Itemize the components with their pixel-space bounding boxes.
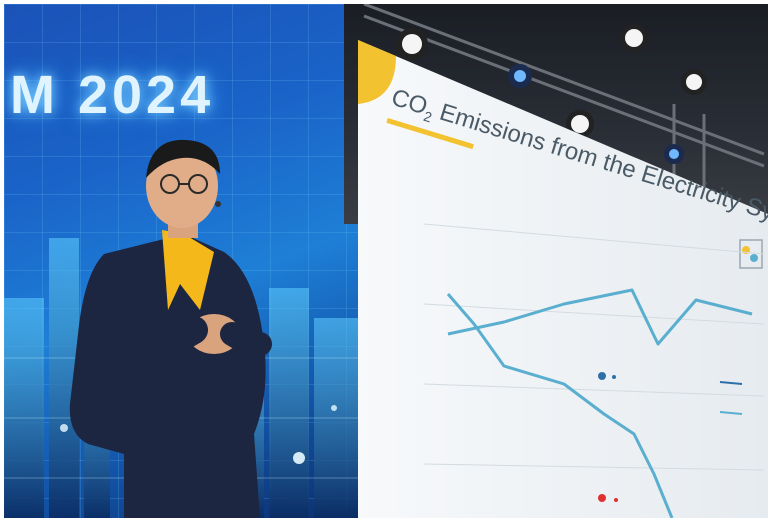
slide-accent-corner xyxy=(358,40,396,104)
slide-logo-icon xyxy=(739,239,763,269)
chart-marker-blue xyxy=(598,372,606,380)
glasses-icon xyxy=(160,174,208,194)
photo-frame: M 2024 xyxy=(4,4,768,518)
presenter-hair xyxy=(146,139,220,178)
presentation-slide: CO2 Emissions from the Electricity Syste… xyxy=(358,40,768,518)
stage-light-4 xyxy=(566,110,594,138)
stage-light-1 xyxy=(396,28,428,60)
stage-light-6 xyxy=(664,144,684,164)
stage-light-5 xyxy=(508,64,532,88)
legend-line-1 xyxy=(719,381,743,385)
presenter-face xyxy=(146,144,218,228)
presenter-suit xyxy=(69,234,266,518)
presenter-figure xyxy=(69,139,272,518)
chart-line-upper xyxy=(447,288,753,346)
stage-light-2 xyxy=(620,24,648,52)
stage-light-3 xyxy=(681,69,707,95)
presenter-shirt xyxy=(162,230,214,310)
chart-marker-red xyxy=(598,494,606,502)
event-banner-title: M 2024 xyxy=(10,65,215,125)
legend-line-2 xyxy=(719,411,743,415)
headset-mic-icon xyxy=(215,201,221,207)
slide-title-underline xyxy=(386,117,474,150)
chart-line-lower xyxy=(446,293,674,518)
slide-surface xyxy=(358,40,768,518)
